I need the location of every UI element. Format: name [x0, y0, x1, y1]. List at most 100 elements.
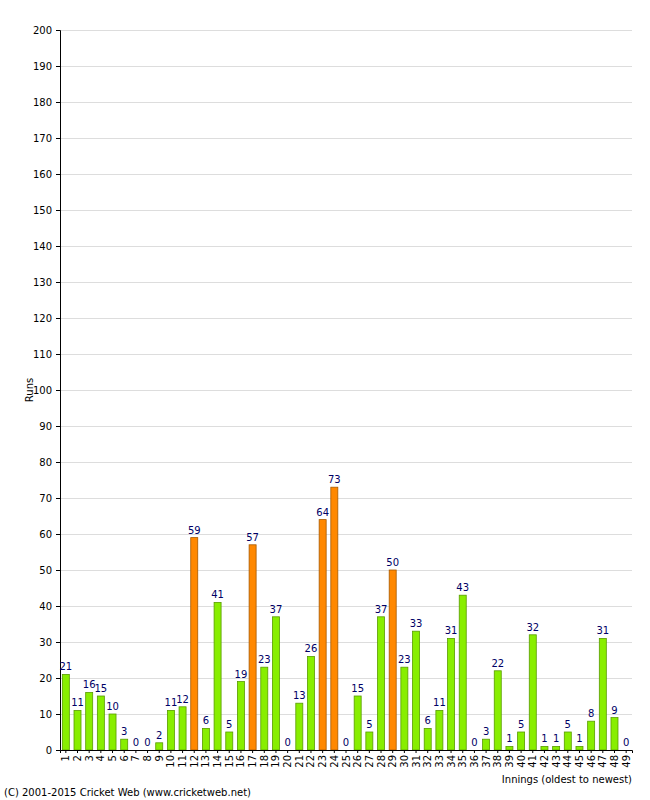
y-tick-label: 150 — [33, 205, 52, 216]
x-axis: 1234567891011121314151617181920212223242… — [60, 750, 632, 768]
x-tick: 11 — [177, 750, 188, 768]
x-tick-label: 41 — [527, 755, 538, 768]
x-tick-label: 45 — [574, 755, 585, 768]
y-tick-mark — [56, 246, 60, 247]
y-tick-label: 190 — [33, 61, 52, 72]
x-tick-mark — [486, 750, 487, 753]
x-tick-mark — [100, 750, 101, 753]
y-tick: 140 — [33, 241, 60, 252]
x-tick-label: 7 — [130, 755, 141, 761]
grid-line — [60, 174, 632, 175]
x-tick: 17 — [247, 750, 258, 768]
bar — [494, 671, 501, 750]
y-tick-mark — [56, 606, 60, 607]
y-tick-label: 30 — [39, 637, 52, 648]
x-tick-mark — [427, 750, 428, 753]
x-tick-label: 49 — [621, 755, 632, 768]
data-label: 0 — [133, 737, 139, 748]
y-tick: 150 — [33, 205, 60, 216]
grid-line — [60, 102, 632, 103]
data-label: 33 — [410, 618, 423, 629]
grid-line — [60, 30, 632, 31]
y-tick-label: 140 — [33, 241, 52, 252]
x-tick: 32 — [422, 750, 433, 768]
bar — [506, 746, 513, 750]
x-tick: 43 — [551, 750, 562, 768]
bar — [401, 667, 408, 750]
y-tick: 90 — [39, 421, 60, 432]
x-tick-mark — [544, 750, 545, 753]
y-tick: 200 — [33, 25, 60, 36]
x-tick-mark — [229, 750, 230, 753]
y-tick: 120 — [33, 313, 60, 324]
y-tick: 190 — [33, 61, 60, 72]
x-tick: 2 — [72, 750, 83, 761]
x-tick: 39 — [504, 750, 515, 768]
x-tick-mark — [77, 750, 78, 753]
bar — [237, 682, 244, 750]
x-tick: 44 — [562, 750, 573, 768]
x-tick-label: 38 — [492, 755, 503, 768]
data-label: 59 — [188, 525, 201, 536]
x-tick-label: 4 — [95, 755, 106, 761]
data-label: 5 — [518, 719, 524, 730]
y-tick-mark — [56, 714, 60, 715]
x-tick-label: 6 — [119, 755, 130, 761]
bar — [214, 602, 221, 750]
bar — [541, 746, 548, 750]
bar — [611, 718, 618, 750]
y-tick-mark — [56, 426, 60, 427]
bar — [132, 750, 139, 751]
x-tick: 30 — [399, 750, 410, 768]
x-tick-mark — [322, 750, 323, 753]
data-label: 0 — [284, 737, 290, 748]
x-tick-label: 48 — [609, 755, 620, 768]
x-axis-line — [61, 751, 633, 754]
data-label: 8 — [588, 708, 594, 719]
x-tick: 7 — [130, 750, 141, 761]
bar — [62, 674, 69, 750]
x-tick-label: 27 — [364, 755, 375, 768]
y-axis: 0102030405060708090100110120130140150160… — [33, 25, 61, 756]
plot: 0102030405060708090100110120130140150160… — [33, 25, 633, 768]
x-tick-label: 39 — [504, 755, 515, 768]
grid-line — [60, 570, 632, 571]
x-tick: 19 — [270, 750, 281, 768]
y-tick-label: 70 — [39, 493, 52, 504]
data-label: 57 — [246, 532, 259, 543]
y-tick-mark — [56, 462, 60, 463]
data-label: 6 — [425, 715, 431, 726]
data-label: 37 — [270, 604, 283, 615]
x-tick: 42 — [539, 750, 550, 768]
y-tick-mark — [56, 102, 60, 103]
x-tick: 24 — [329, 750, 340, 768]
x-tick-mark — [521, 750, 522, 753]
data-label: 15 — [94, 683, 107, 694]
x-tick: 20 — [282, 750, 293, 768]
x-tick-label: 47 — [597, 755, 608, 768]
y-tick-label: 50 — [39, 565, 52, 576]
y-tick: 180 — [33, 97, 60, 108]
x-tick: 5 — [107, 750, 118, 761]
bar — [413, 631, 420, 750]
data-label: 64 — [316, 507, 329, 518]
grid-line — [60, 390, 632, 391]
x-tick-mark — [416, 750, 417, 753]
grid-line — [60, 210, 632, 211]
x-tick-mark — [357, 750, 358, 753]
x-tick-mark — [205, 750, 206, 753]
y-tick-mark — [56, 534, 60, 535]
bar — [284, 750, 291, 751]
data-label: 23 — [258, 654, 271, 665]
grid-line — [60, 354, 632, 355]
x-tick: 41 — [527, 750, 538, 768]
bar — [436, 710, 443, 750]
x-tick-mark — [182, 750, 183, 753]
bar — [202, 728, 209, 750]
copyright: (C) 2001-2015 Cricket Web (www.cricketwe… — [4, 787, 251, 798]
x-tick-label: 28 — [376, 755, 387, 768]
y-tick-label: 0 — [46, 745, 52, 756]
y-tick: 160 — [33, 169, 60, 180]
x-tick: 34 — [446, 750, 457, 768]
x-tick-mark — [299, 750, 300, 753]
